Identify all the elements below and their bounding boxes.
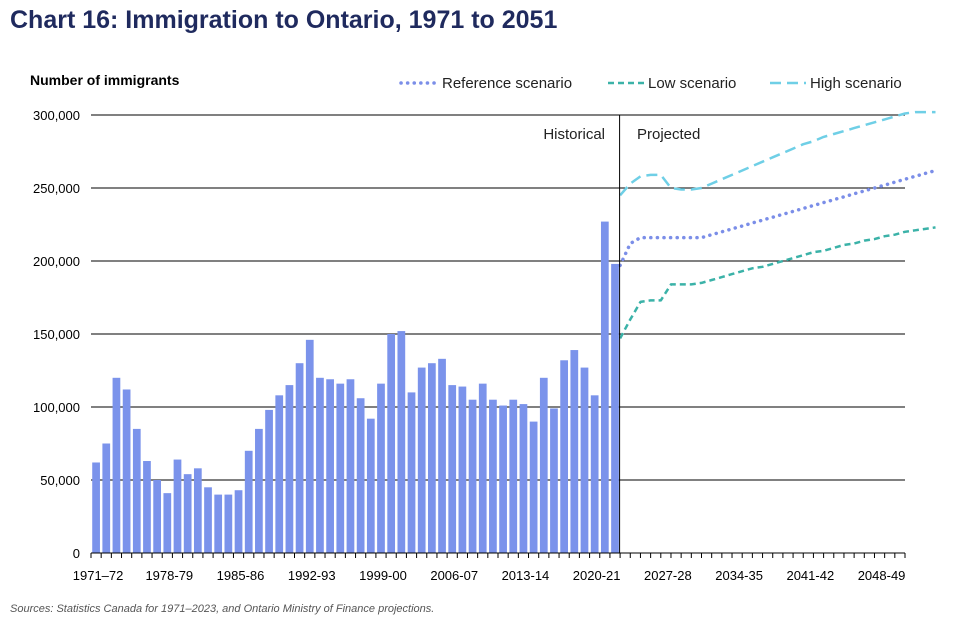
x-tick-label: 1978-79 xyxy=(145,568,193,583)
bar xyxy=(305,339,314,553)
bar xyxy=(448,385,457,553)
y-tick-label: 250,000 xyxy=(33,181,80,196)
bar xyxy=(336,383,345,553)
low-scenario-line xyxy=(618,226,936,339)
bar xyxy=(143,461,151,553)
source-note: Sources: Statistics Canada for 1971–2023… xyxy=(10,603,435,615)
bar xyxy=(234,490,243,553)
bar xyxy=(366,418,375,553)
historical-bars xyxy=(92,221,619,553)
bar xyxy=(214,494,223,553)
bar xyxy=(255,428,263,553)
bar xyxy=(600,221,609,553)
high-scenario-line xyxy=(619,110,936,197)
x-tick-label: 1985-86 xyxy=(217,568,265,583)
historical-label: Historical xyxy=(543,126,605,143)
x-tick-label: 2034-35 xyxy=(715,568,763,583)
y-tick-label: 100,000 xyxy=(33,400,80,415)
bar xyxy=(224,494,233,553)
bar xyxy=(316,377,324,553)
y-tick-labels: 0 50,000 100,000 150,000 200,000 250,000 300,0… xyxy=(33,108,80,561)
bar xyxy=(550,408,558,553)
y-axis-label: Number of immigrants xyxy=(30,72,180,88)
chart-title: Chart 16: Immigration to Ontario, 1971 t… xyxy=(10,6,558,34)
bar xyxy=(183,474,192,553)
x-tick-label: 2027-28 xyxy=(644,568,692,583)
bar xyxy=(92,462,100,553)
bar xyxy=(102,443,111,553)
gridlines xyxy=(91,114,905,481)
bar xyxy=(285,385,294,553)
bar xyxy=(132,428,141,553)
bar xyxy=(163,493,172,553)
y-tick-label: 300,000 xyxy=(33,108,80,123)
bar xyxy=(265,409,273,553)
bar xyxy=(539,377,548,553)
y-tick-label: 200,000 xyxy=(33,254,80,269)
scenario-lines xyxy=(618,110,938,339)
bar xyxy=(387,334,396,553)
bar xyxy=(112,377,121,553)
bar xyxy=(377,383,385,553)
bar xyxy=(326,379,334,553)
bar xyxy=(611,263,619,553)
bar xyxy=(204,487,212,553)
bar xyxy=(295,363,304,553)
y-tick-label: 150,000 xyxy=(33,327,80,342)
bar xyxy=(356,398,365,553)
x-tick-label: 1971–72 xyxy=(73,568,124,583)
bar xyxy=(509,399,518,553)
x-tick-label: 1992-93 xyxy=(288,568,336,583)
bar xyxy=(458,386,467,553)
bar xyxy=(427,363,436,553)
bar xyxy=(438,358,446,553)
x-tick-label: 2020-21 xyxy=(573,568,621,583)
x-tick-label: 2048-49 xyxy=(858,568,906,583)
y-tick-label: 0 xyxy=(73,546,80,561)
x-tick-label: 2006-07 xyxy=(430,568,478,583)
x-tick-label: 1999-00 xyxy=(359,568,407,583)
legend-high-label: High scenario xyxy=(810,75,902,92)
bar xyxy=(275,395,284,553)
bar xyxy=(580,367,589,553)
axes xyxy=(90,115,906,558)
bar xyxy=(560,360,569,553)
bar xyxy=(193,468,202,553)
legend-low-label: Low scenario xyxy=(648,75,736,92)
x-tick-label: 2041-42 xyxy=(786,568,834,583)
bar xyxy=(519,404,528,553)
bar xyxy=(244,450,253,553)
bar xyxy=(407,392,416,553)
bar xyxy=(173,459,182,553)
bar xyxy=(122,389,131,553)
bar xyxy=(468,399,477,553)
x-tick-label: 2013-14 xyxy=(502,568,550,583)
bar xyxy=(499,405,507,553)
bar xyxy=(153,480,162,553)
bar xyxy=(478,383,487,553)
bar xyxy=(529,421,538,553)
bar xyxy=(590,395,599,553)
y-tick-label: 50,000 xyxy=(40,473,80,488)
bar xyxy=(570,350,579,553)
x-tick-labels: 1971–72 1978-79 1985-86 1992-93 1999-00 2006-… xyxy=(73,568,906,583)
bar xyxy=(489,399,497,553)
bar xyxy=(346,379,355,553)
legend: Reference scenario Low scenario High sce… xyxy=(399,75,902,92)
bar xyxy=(397,331,406,553)
legend-reference-label: Reference scenario xyxy=(442,75,572,92)
bar xyxy=(417,367,426,553)
projected-label: Projected xyxy=(637,126,700,143)
